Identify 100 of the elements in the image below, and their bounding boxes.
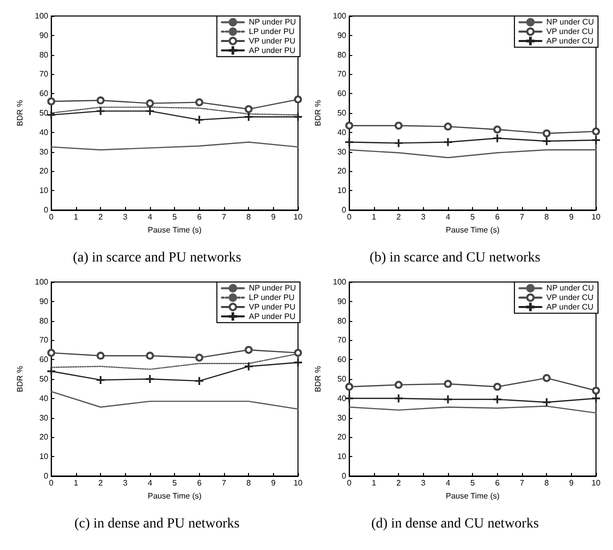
y-tick-label: 90 [39,30,49,40]
y-tick-label: 60 [337,355,347,364]
y-tick-label: 80 [39,50,49,60]
line-series [50,142,299,150]
y-tick-label: 30 [337,413,347,422]
text: (d) in dense and CU networks [371,516,539,532]
x-axis-title: Pause Time (s) [446,491,500,500]
point [493,382,502,391]
x-tick-label: 1 [372,478,377,488]
legend-label: VP under PU [248,302,296,312]
legend-label: NP under PU [248,284,296,293]
x-tick-label: 4 [148,478,153,488]
point [195,98,204,106]
x-axis-title: Pause Time (s) [148,225,202,234]
x-tick-label: 2 [98,478,104,488]
x-tick-label: 9 [271,478,276,488]
y-tick-label: 20 [337,432,347,442]
x-tick-label: 8 [544,478,550,488]
x-tick-label: 2 [396,212,402,222]
legend-label: LP under PU [248,27,295,36]
x-tick-label: 10 [294,478,303,488]
point [345,122,354,130]
x-tick-label: 4 [148,212,153,222]
point [146,99,154,108]
legend-label: NP under CU [546,18,594,27]
x-tick-label: 7 [520,478,525,488]
legend-label: NP under CU [546,284,594,293]
x-tick-label: 8 [246,212,252,222]
line-series [50,391,299,410]
y-tick-label: 0 [342,206,347,214]
y-axis-title: BDR % [314,366,322,392]
x-axis-title: Pause Time (s) [446,225,500,234]
x-tick-label: 3 [421,478,426,488]
x-tick-label: 5 [172,212,178,222]
point [444,380,452,388]
x-tick-label: 4 [446,212,451,222]
y-tick-label: 80 [39,316,49,326]
point [493,125,502,134]
text: (b) in scarce and CU networks [370,250,540,266]
x-tick-label: 10 [592,212,601,222]
y-tick-label: 100 [332,12,347,20]
x-tick-label: 6 [197,478,202,488]
x-tick-label: 9 [569,212,574,222]
point [394,380,403,389]
x-tick-label: 3 [123,212,128,222]
y-tick-label: 40 [337,128,347,137]
x-tick-label: 10 [294,212,303,222]
x-tick-label: 7 [520,212,525,222]
y-tick-label: 10 [337,186,347,196]
point [244,346,253,354]
point [96,96,105,104]
x-tick-label: 4 [446,478,451,488]
legend-label: VP under PU [248,36,296,46]
y-tick-label: 70 [337,336,347,345]
legend-label: AP under PU [248,46,296,55]
y-tick-label: 70 [39,70,49,79]
x-tick-label: 5 [172,478,178,488]
legend-label: AP under PU [248,312,296,321]
y-tick-label: 70 [39,336,49,345]
x-tick-label: 1 [74,478,79,488]
legend-label: AP under CU [546,36,594,46]
y-tick-label: 40 [337,394,347,403]
text: (c) in dense and PU networks [74,516,240,532]
x-tick-label: 9 [569,478,574,488]
y-tick-label: 100 [34,278,49,286]
point [146,352,154,360]
x-tick-label: 0 [347,478,352,488]
y-tick-label: 90 [39,296,49,306]
x-tick-label: 0 [347,212,352,222]
point [294,95,302,104]
legend-label: LP under PU [248,293,295,302]
point [294,348,302,357]
point [244,105,253,114]
y-tick-label: 10 [39,186,49,196]
y-tick-label: 60 [39,355,49,364]
y-tick-label: 30 [39,413,49,422]
y-tick-label: 90 [337,296,347,306]
x-tick-label: 6 [495,478,500,488]
x-tick-label: 7 [222,478,227,488]
y-axis-title: BDR % [314,100,322,126]
x-tick-label: 5 [470,212,476,222]
point [47,97,56,106]
point [542,374,551,382]
y-tick-label: 30 [337,147,347,156]
text: (a) in scarce and PU networks [72,250,242,266]
y-tick-label: 70 [337,70,347,79]
x-axis-title: Pause Time (s) [148,491,202,500]
y-tick-label: 0 [44,472,49,480]
x-tick-label: 8 [246,478,252,488]
x-tick-label: 3 [123,478,128,488]
point [592,386,600,395]
x-tick-label: 1 [74,212,79,222]
point [96,352,105,360]
legend-label: AP under CU [546,302,594,312]
x-tick-label: 1 [372,212,377,222]
x-tick-label: 3 [421,212,426,222]
y-tick-label: 100 [332,278,347,286]
point [592,127,600,136]
point [444,122,452,131]
y-tick-label: 0 [44,206,49,214]
